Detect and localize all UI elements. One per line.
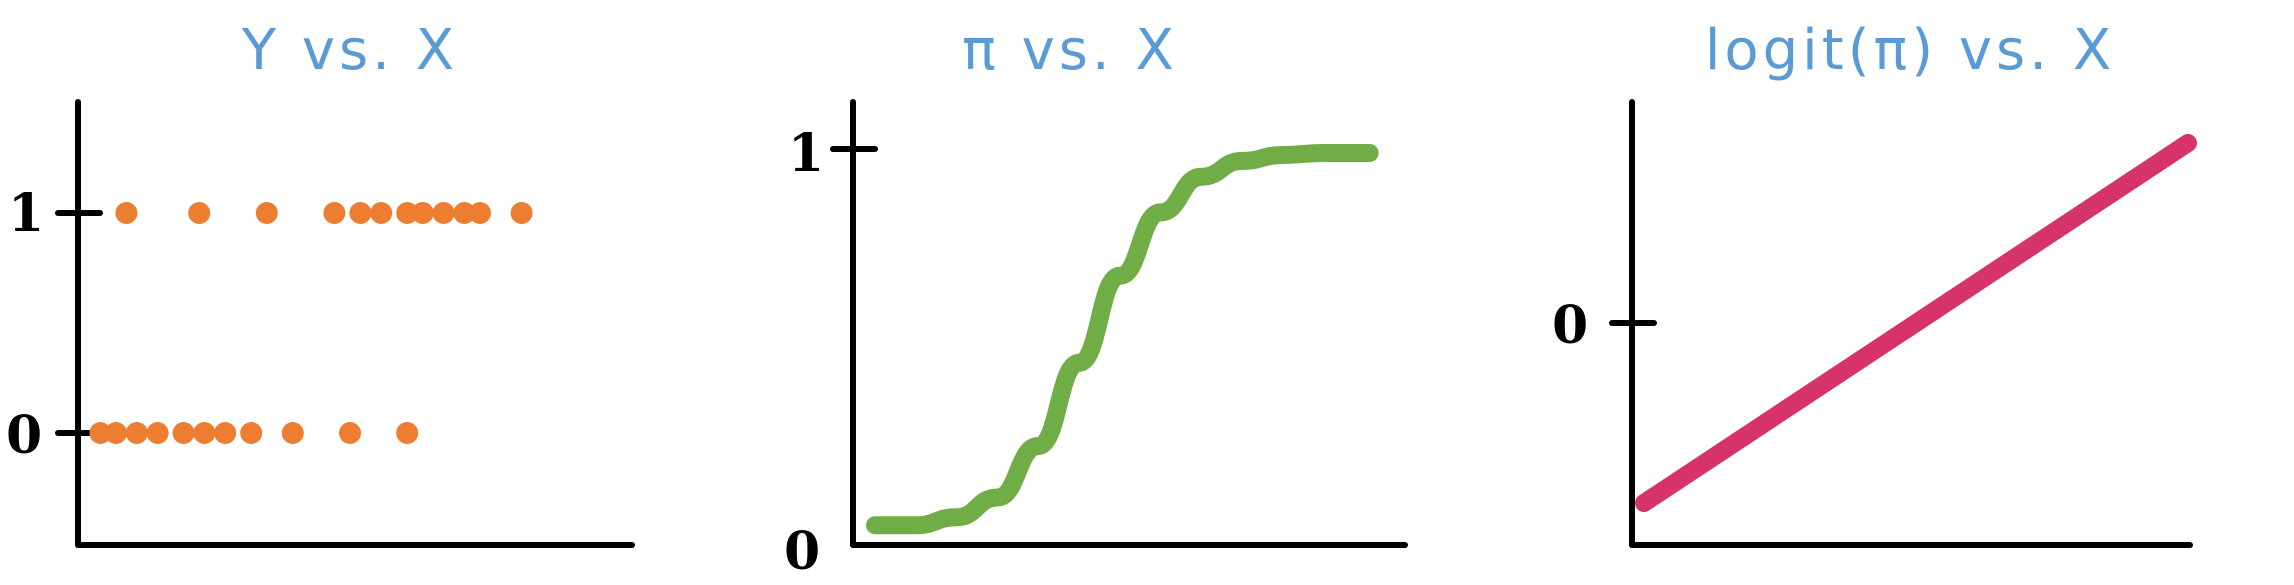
data-point (89, 422, 112, 444)
data-point (240, 422, 263, 444)
series-line (1635, 134, 2197, 512)
data-point (370, 202, 393, 224)
data-point (453, 202, 476, 224)
data-point (349, 202, 372, 224)
data-point (411, 202, 434, 224)
chart-plot-area (1609, 99, 2197, 548)
y-tick-label-0: 0 (1552, 295, 1589, 356)
data-point (125, 422, 148, 444)
y-tick-label-0: 0 (6, 405, 43, 466)
data-point (172, 422, 195, 444)
chart-title: Y vs. X (241, 18, 459, 83)
data-point (396, 422, 419, 444)
data-point (105, 422, 127, 444)
y-tick-label-1: 1 (788, 123, 825, 184)
data-point (281, 422, 304, 444)
data-point (323, 202, 346, 224)
data-point (193, 422, 216, 444)
chart-panel-logit-pi-vs-x: logit(π) vs. X 0 (1540, 0, 2280, 585)
data-point (469, 202, 491, 224)
y-tick-label-1: 1 (8, 183, 45, 244)
data-point (396, 202, 419, 224)
chart-panel-pi-vs-x: π vs. X 1 0 (760, 0, 1460, 585)
data-point (146, 422, 169, 444)
data-point (188, 202, 211, 224)
chart-panel-y-vs-x: Y vs. X 1 0 (0, 0, 700, 585)
data-point (214, 422, 237, 444)
chart-title: π vs. X (962, 18, 1178, 83)
data-point (432, 202, 455, 224)
series-line (866, 143, 1379, 535)
data-point (510, 202, 533, 224)
chart-plot-area (55, 99, 635, 548)
data-point (115, 202, 138, 224)
y-tick-label-0: 0 (784, 521, 821, 582)
chart-plot-area (830, 99, 1408, 548)
chart-title: logit(π) vs. X (1704, 18, 2116, 83)
data-point (255, 202, 278, 224)
data-point (339, 422, 361, 444)
